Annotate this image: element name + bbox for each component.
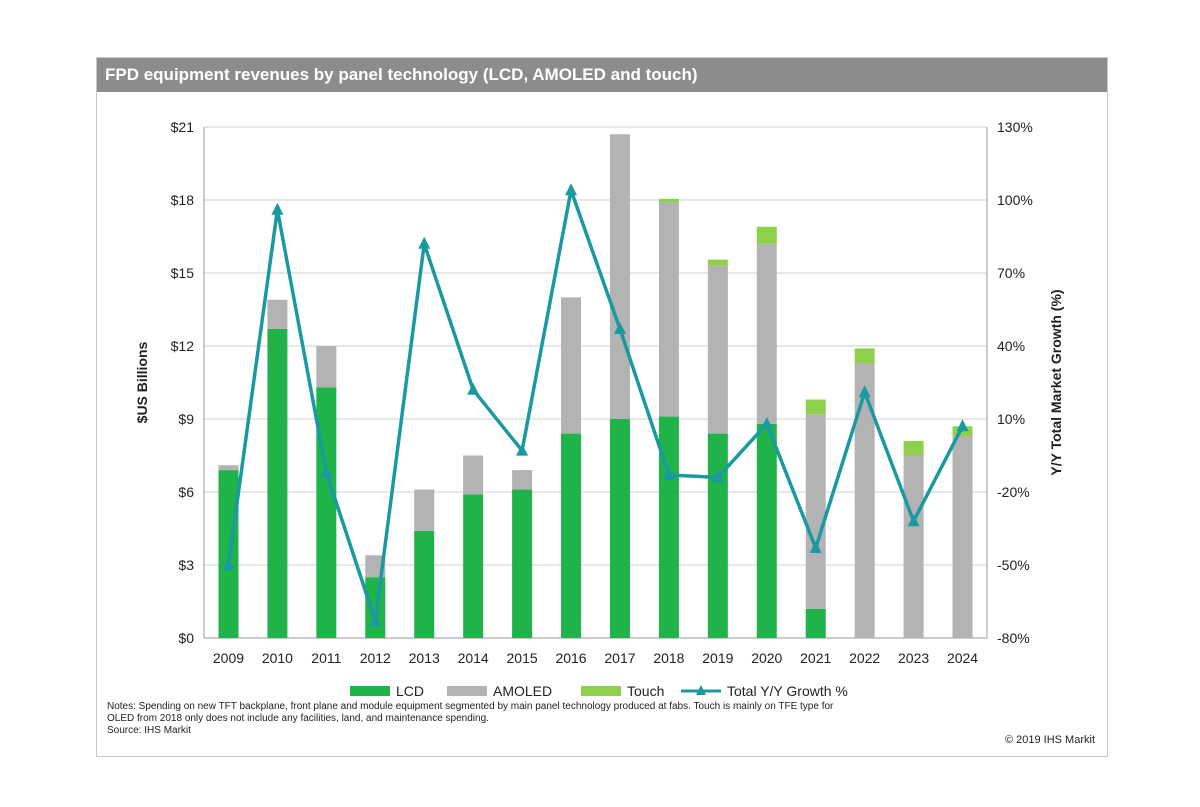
bar-amoled [805, 414, 826, 609]
x-tick-label: 2009 [213, 650, 244, 666]
bar-amoled [707, 265, 728, 434]
growth-point-marker [467, 382, 480, 395]
chart-notes: Notes: Spending on new TFT backplane, fr… [107, 701, 987, 737]
growth-point-marker [956, 419, 969, 432]
bar-amoled [267, 299, 288, 329]
x-tick-label: 2017 [604, 650, 635, 666]
legend-swatch-touch [581, 686, 621, 696]
x-tick-label: 2023 [898, 650, 929, 666]
growth-point-marker [662, 467, 675, 480]
chart-title: FPD equipment revenues by panel technolo… [97, 58, 1107, 92]
growth-point-marker [565, 183, 578, 196]
chart-area: $0 -80% $3 -50% $6 -20% $9 10% $12 40% $15 70% $18 10… [134, 119, 1064, 699]
growth-point-marker [711, 470, 724, 483]
y-tick-label: $12 [171, 338, 195, 354]
x-tick-label: 2021 [800, 650, 831, 666]
bar-touch [707, 259, 728, 266]
notes-source: Source: IHS Markit [107, 725, 191, 736]
copyright: © 2019 IHS Markit [1004, 734, 1095, 746]
bar-amoled [658, 202, 679, 417]
growth-point-marker [418, 236, 431, 249]
x-tick-label: 2012 [360, 650, 391, 666]
bar-amoled [903, 455, 924, 638]
x-tick-label: 2024 [947, 650, 978, 666]
bar-touch [658, 198, 679, 203]
y2-tick-label: 10% [997, 411, 1025, 427]
bar-lcd [707, 433, 728, 638]
bar-amoled [463, 455, 484, 495]
y2-tick-label: -50% [997, 557, 1030, 573]
bar-amoled [316, 346, 337, 388]
bar-lcd [463, 494, 484, 638]
bar-lcd [414, 530, 435, 638]
y2-tick-label: 70% [997, 265, 1025, 281]
x-tick-label: 2022 [849, 650, 880, 666]
y-tick-label: $3 [178, 557, 194, 573]
y-tick-label: $0 [178, 630, 194, 646]
bar-lcd [756, 423, 777, 638]
growth-point-marker [271, 202, 284, 215]
bar-amoled [756, 243, 777, 424]
legend-marker-total-y-y-growth- [696, 685, 706, 695]
x-tick-label: 2010 [262, 650, 293, 666]
growth-point-marker [516, 443, 529, 456]
y-tick-label: $9 [178, 411, 194, 427]
x-tick-label: 2016 [555, 650, 586, 666]
bar-lcd [561, 433, 582, 638]
y-tick-label: $15 [171, 265, 195, 281]
x-tick-label: 2020 [751, 650, 782, 666]
bar-amoled [414, 489, 435, 531]
chart-frame: FPD equipment revenues by panel technolo… [96, 57, 1108, 757]
bar-amoled [854, 363, 875, 638]
growth-point-marker [320, 465, 333, 478]
legend-label-lcd: LCD [396, 683, 424, 699]
y-tick-label: $6 [178, 484, 194, 500]
growth-point-marker [369, 613, 382, 626]
bar-lcd [512, 489, 533, 638]
y2-tick-label: -80% [997, 630, 1030, 646]
y-tick-label: $18 [171, 192, 195, 208]
legend-swatch-lcd [350, 686, 390, 696]
bar-amoled [512, 470, 533, 490]
bar-amoled [609, 134, 630, 420]
y2-axis-title: Y/Y Total Market Growth (%) [1048, 289, 1064, 475]
growth-line [226, 188, 965, 623]
notes-line-1: Notes: Spending on new TFT backplane, fr… [107, 701, 834, 712]
legend-label-amoled: AMOLED [493, 683, 552, 699]
legend-swatch-amoled [447, 686, 487, 696]
x-tick-label: 2014 [458, 650, 489, 666]
bar-amoled [218, 465, 239, 471]
x-tick-label: 2018 [653, 650, 684, 666]
legend-label-total-y-y-growth-: Total Y/Y Growth % [727, 683, 848, 699]
growth-point-marker [613, 321, 626, 334]
bar-lcd [658, 416, 679, 638]
notes-line-2: OLED from 2018 only does not include any… [107, 713, 489, 724]
bar-touch [805, 399, 826, 415]
bar-lcd [805, 608, 826, 638]
x-tick-label: 2019 [702, 650, 733, 666]
bar-touch [854, 348, 875, 364]
bar-touch [903, 440, 924, 456]
y2-tick-label: 40% [997, 338, 1025, 354]
y-tick-label: $21 [171, 119, 195, 135]
y-axis-title: $US Billions [134, 341, 150, 423]
growth-point-marker [222, 558, 235, 570]
growth-point-marker [858, 385, 871, 398]
bar-amoled [561, 297, 582, 434]
bar-lcd [316, 387, 337, 638]
bar-lcd [609, 419, 630, 638]
bar-lcd [267, 328, 288, 638]
x-tick-label: 2011 [311, 650, 341, 666]
y2-tick-label: -20% [997, 484, 1030, 500]
growth-point-marker [809, 540, 822, 553]
y2-tick-label: 100% [997, 192, 1033, 208]
legend-label-touch: Touch [627, 683, 664, 699]
growth-point-marker [907, 514, 920, 527]
bar-touch [756, 226, 777, 244]
x-tick-label: 2013 [409, 650, 440, 666]
y2-tick-label: 130% [997, 119, 1033, 135]
x-tick-label: 2015 [507, 650, 538, 666]
bar-amoled [952, 436, 973, 638]
growth-point-marker [760, 416, 773, 429]
